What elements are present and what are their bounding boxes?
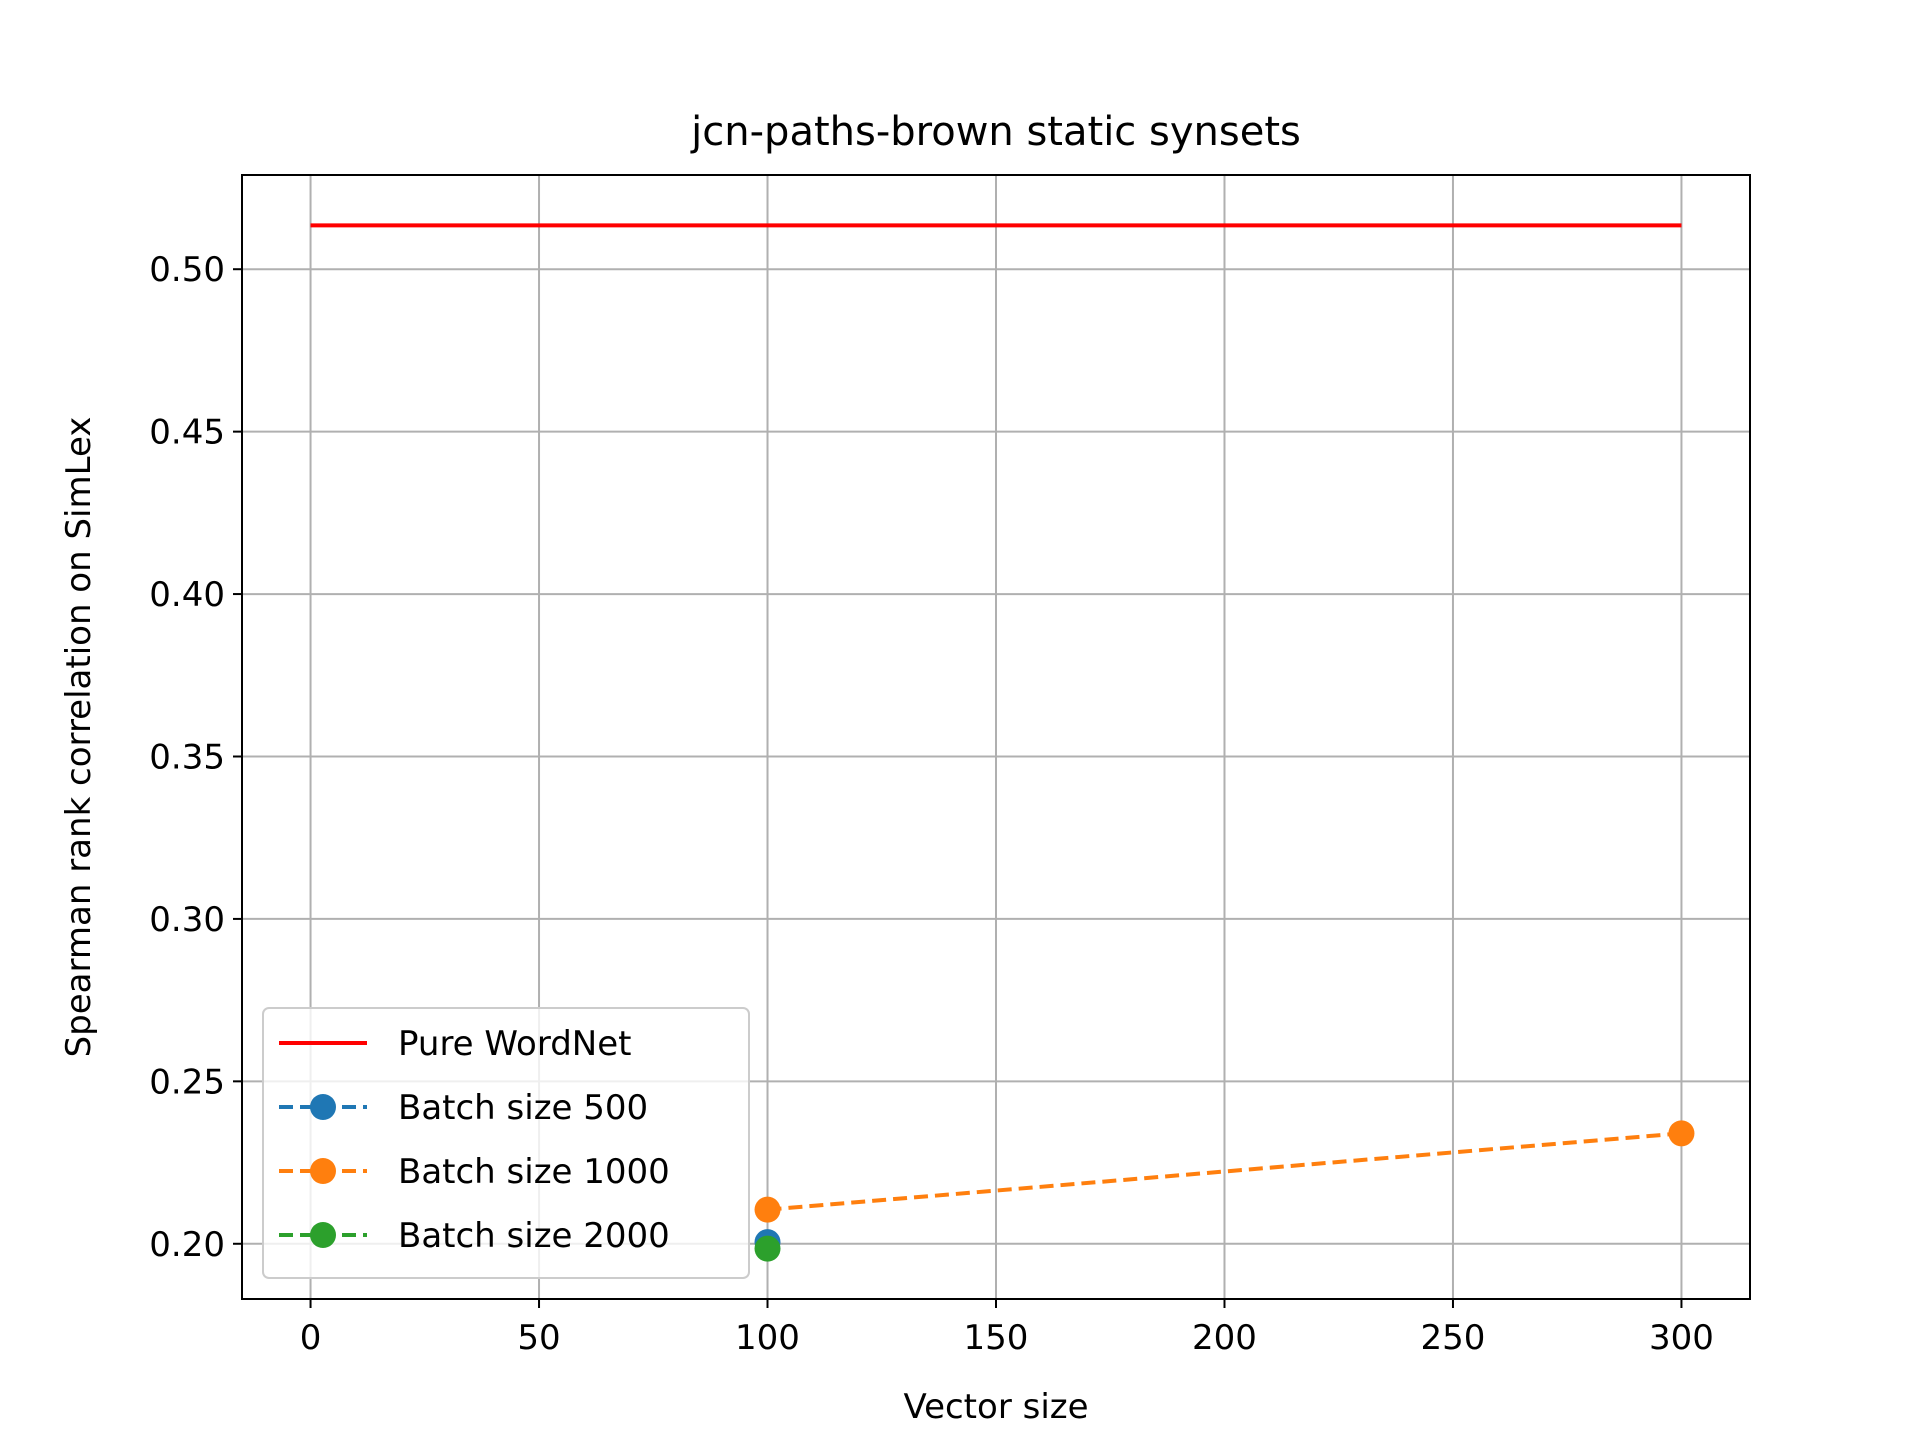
y-tick-label: 0.25: [149, 1062, 225, 1102]
x-tick-label: 300: [1649, 1318, 1714, 1358]
legend-entry: Batch size 1000: [398, 1152, 670, 1192]
y-tick-label: 0.30: [149, 900, 225, 940]
data-point: [754, 1235, 781, 1262]
legend-entry: Batch size 500: [398, 1088, 648, 1128]
x-tick-label: 0: [300, 1318, 322, 1358]
data-point: [754, 1196, 781, 1223]
y-tick-label: 0.35: [149, 737, 225, 777]
y-axis-label: Spearman rank correlation on SimLex: [59, 417, 99, 1058]
series-layer: [310, 223, 1695, 1262]
legend-swatch-marker: [310, 1158, 336, 1184]
x-tick-label: 150: [964, 1318, 1029, 1358]
x-tick-label: 200: [1192, 1318, 1257, 1358]
legend: Pure WordNet Batch size 500 Batch size 100…: [262, 1007, 750, 1279]
series-2: [754, 1120, 1695, 1223]
legend-entry: Batch size 2000: [398, 1216, 670, 1256]
legend-entry: Pure WordNet: [398, 1024, 631, 1064]
y-tick-label: 0.45: [149, 413, 225, 453]
y-tick-label: 0.50: [149, 250, 225, 290]
x-tick-label: 250: [1421, 1318, 1486, 1358]
legend-swatch-marker: [310, 1222, 336, 1248]
series-line: [767, 1131, 1682, 1212]
series-3: [754, 1235, 781, 1262]
y-tick-label: 0.20: [149, 1225, 225, 1265]
y-tick-label: 0.40: [149, 575, 225, 615]
legend-swatch-marker: [310, 1094, 336, 1120]
data-point: [1668, 1120, 1695, 1147]
chart-title: jcn-paths-brown static synsets: [690, 109, 1301, 155]
x-tick-label: 100: [735, 1318, 800, 1358]
x-tick-label: 50: [517, 1318, 560, 1358]
ticks: 0 50 100 150 200 250 300 0.20 0.25 0.30 0.35 0.40 0.…: [149, 250, 1714, 1358]
x-axis-label: Vector size: [903, 1387, 1088, 1427]
legend-box: [262, 1007, 750, 1279]
